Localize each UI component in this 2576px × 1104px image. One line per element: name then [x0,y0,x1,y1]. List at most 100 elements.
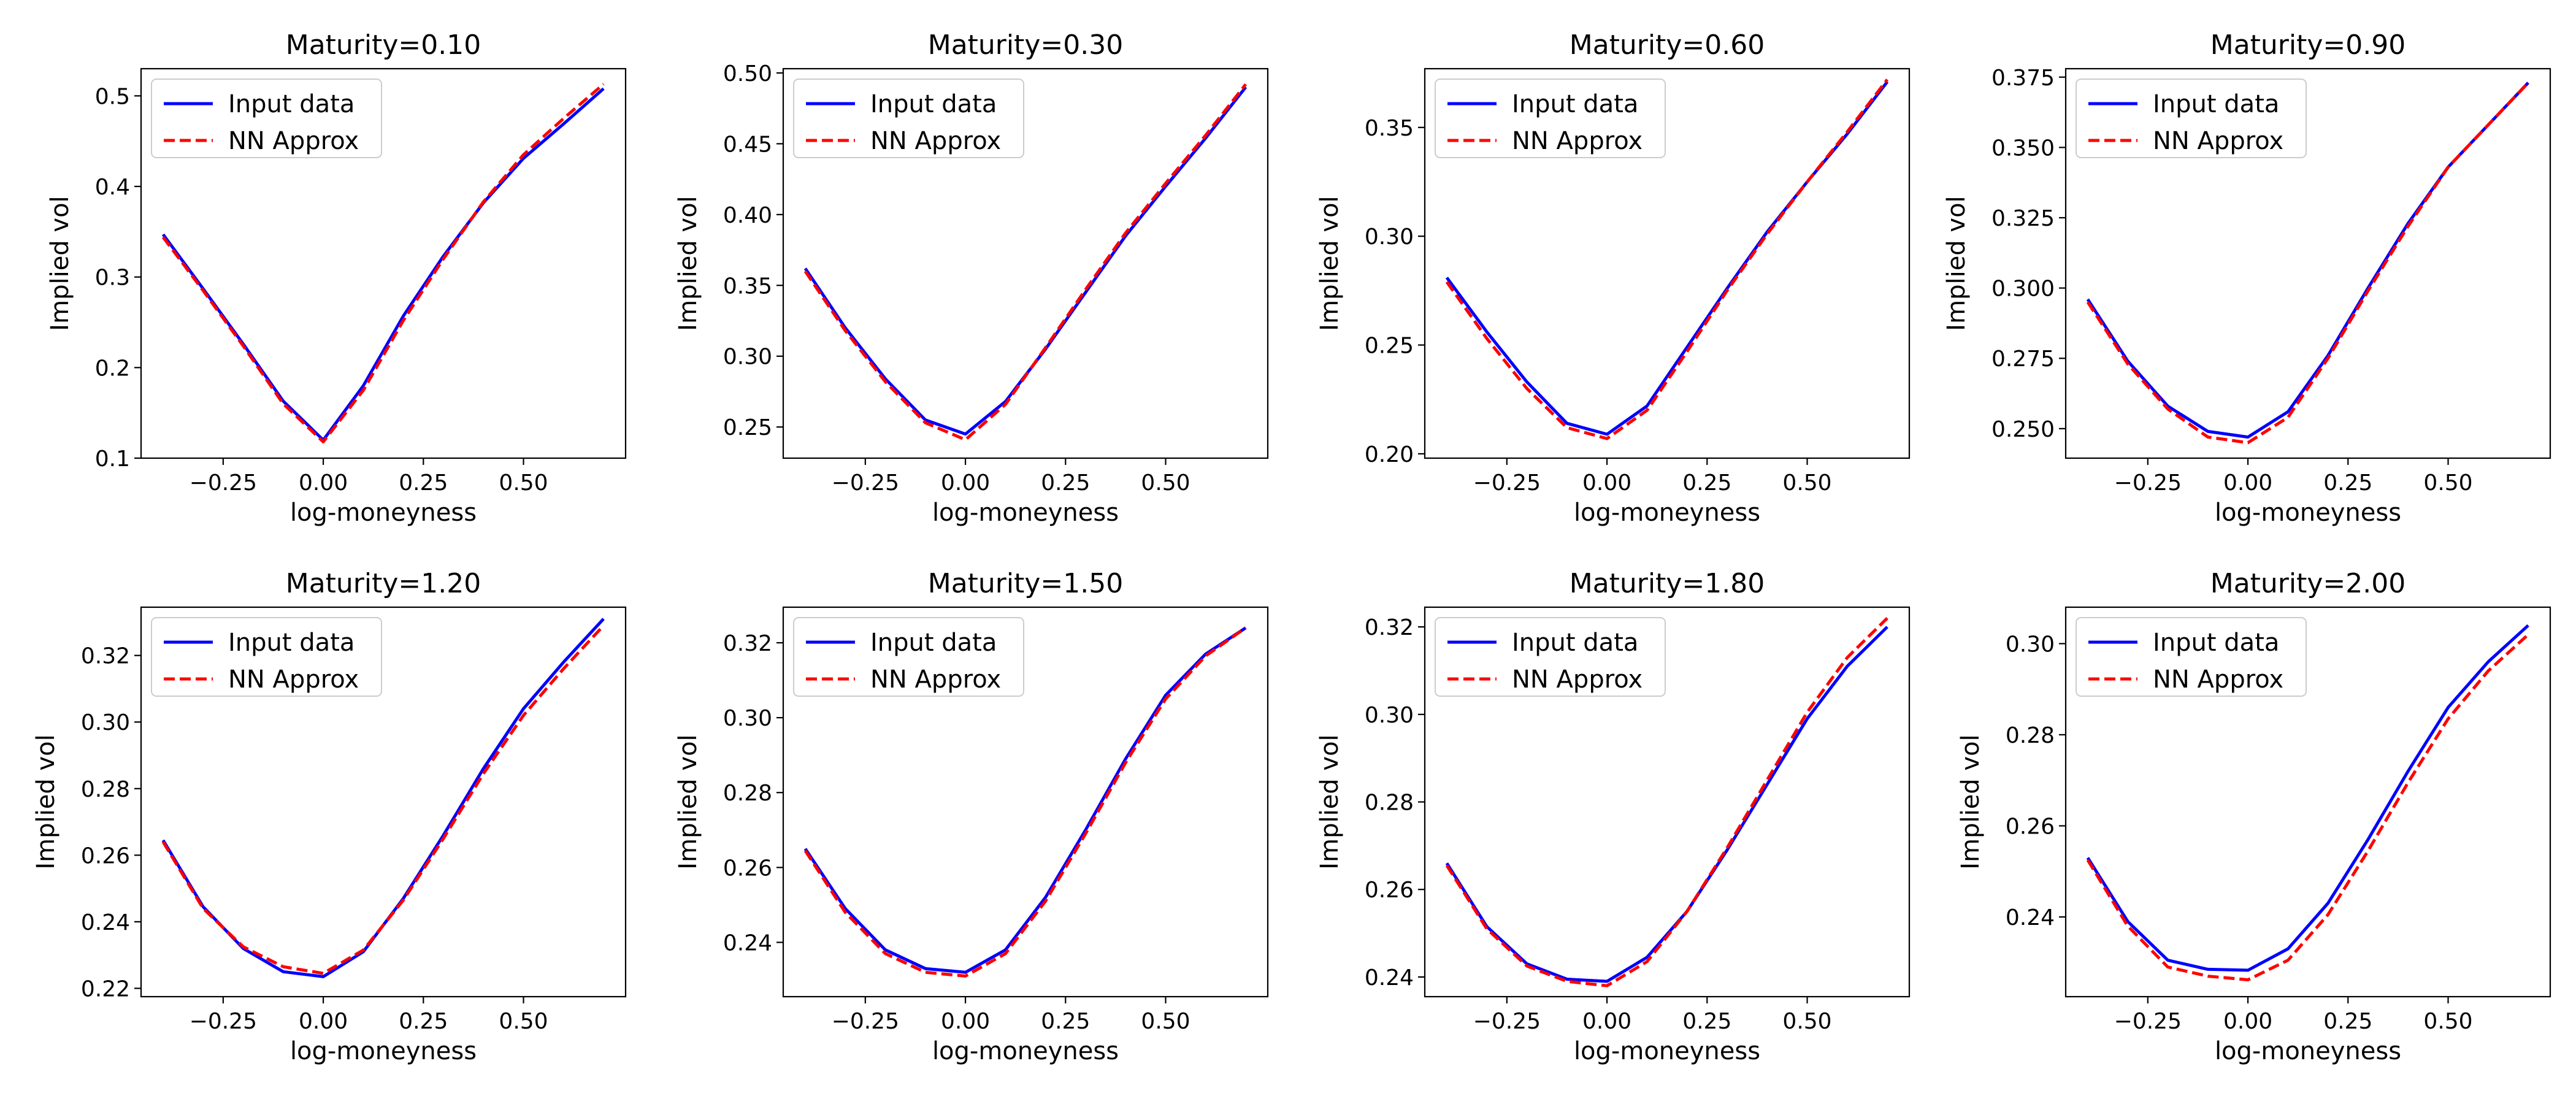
axes-frame [140,67,627,459]
legend-box [151,617,382,697]
legend: Input data NN Approx [1435,617,1666,697]
y-axis-label: Implied vol [1316,196,1344,331]
x-tick-label: 0.50 [499,470,548,496]
subplot-title: Maturity=1.80 [1570,568,1765,599]
x-axis-label: log-moneyness [2215,499,2401,527]
y-tick-label: 0.32 [1365,615,1414,640]
y-tick-label: 0.28 [81,777,130,802]
x-tick-label: 0.50 [2423,1009,2472,1034]
axes-frame [2064,67,2551,459]
subplot-7: Maturity=1.80 −0.25 0.00 0.25 0.50 0.24 0.26 0.… [1316,568,1911,1065]
legend-label: Input data [1512,629,1638,657]
subplot-title: Maturity=0.10 [286,29,481,61]
y-tick-label: 0.28 [2006,723,2055,748]
y-tick-label: 0.30 [723,706,772,731]
y-axis-label: Implied vol [674,196,702,331]
plot-area [2086,624,2529,981]
legend: Input data NN Approx [1435,79,1666,158]
x-tick-label: 0.50 [1141,470,1190,496]
subplot-title: Maturity=1.20 [286,568,481,599]
x-tick-label: 0.25 [1682,1009,1731,1034]
legend-label: NN Approx [870,127,1001,155]
x-tick-label: 0.25 [399,1009,448,1034]
series-line-nn-approx [2086,633,2529,981]
y-tick-label: 0.24 [1365,965,1414,991]
x-tick-label: 0.00 [299,470,348,496]
legend-label: Input data [1512,90,1638,118]
plot-area [161,618,605,978]
plot-area [161,83,605,443]
x-axis-label: log-moneyness [1574,1037,1760,1065]
y-tick-label: 0.25 [723,415,772,440]
axes-frame [782,606,1269,998]
legend-box [2076,617,2307,697]
x-tick-label: 0.00 [1582,470,1631,496]
y-tick-label: 0.4 [95,175,130,200]
legend-label: NN Approx [228,127,359,155]
subplot-8: Maturity=2.00 −0.25 0.00 0.25 0.50 0.24 0.26 0.… [1957,568,2551,1065]
legend-box [2076,79,2307,158]
y-tick-label: 0.24 [2006,905,2055,930]
x-tick-label: −0.25 [2114,1009,2182,1034]
x-tick-label: −0.25 [1473,1009,1541,1034]
x-tick-label: −0.25 [190,470,257,496]
x-axis-label: log-moneyness [290,499,477,527]
x-tick-label: 0.00 [2223,470,2272,496]
legend-label: Input data [228,90,355,118]
legend: Input data NN Approx [151,617,382,697]
plot-area [803,83,1248,442]
axes-frame [140,606,627,998]
y-tick-label: 0.35 [723,274,772,299]
x-axis-label: log-moneyness [290,1037,477,1065]
y-tick-label: 0.24 [81,910,130,935]
subplot-6: Maturity=1.50 −0.25 0.00 0.25 0.50 0.24 0.26 0.… [674,568,1269,1065]
y-tick-label: 0.250 [1991,417,2055,442]
series-line-nn-approx [1445,617,1888,987]
x-axis-label: log-moneyness [1574,499,1760,527]
legend-box [793,79,1024,158]
subplot-title: Maturity=0.30 [928,29,1124,61]
subplot-5: Maturity=1.20 −0.25 0.00 0.25 0.50 0.22 0.24 0.… [32,568,627,1065]
x-axis-label: log-moneyness [2215,1037,2401,1065]
x-tick-label: 0.25 [2323,1009,2372,1034]
y-tick-label: 0.30 [81,710,130,735]
series-line-nn-approx [2086,82,2529,445]
x-tick-label: −0.25 [1473,470,1541,496]
legend-label: NN Approx [1512,665,1643,694]
x-tick-label: 0.50 [1782,470,1831,496]
y-tick-label: 0.32 [81,644,130,669]
series-line-nn-approx [803,83,1248,442]
axes-frame [1424,67,1911,459]
y-tick-label: 0.350 [1991,136,2055,161]
x-tick-label: 0.00 [941,1009,990,1034]
y-tick-label: 0.26 [1365,878,1414,903]
y-axis-label: Implied vol [1316,734,1344,869]
x-tick-label: 0.25 [1041,470,1090,496]
legend: Input data NN Approx [793,617,1024,697]
x-tick-label: 0.50 [499,1009,548,1034]
y-axis-label: Implied vol [1942,196,1971,331]
y-tick-label: 0.275 [1991,347,2055,372]
legend-box [1435,79,1666,158]
legend: Input data NN Approx [2076,617,2307,697]
x-tick-label: −0.25 [832,470,899,496]
x-tick-label: 0.00 [941,470,990,496]
plot-area [803,626,1247,978]
y-tick-label: 0.375 [1991,66,2055,91]
y-tick-label: 0.26 [81,843,130,868]
legend-label: NN Approx [2153,127,2283,155]
legend-label: Input data [870,629,997,657]
subplot-title: Maturity=0.60 [1570,29,1765,61]
series-line-nn-approx [161,624,605,975]
legend-label: NN Approx [228,665,359,694]
subplot-title: Maturity=0.90 [2210,29,2406,61]
x-tick-label: 0.00 [1582,1009,1631,1034]
y-axis-label: Implied vol [32,734,60,869]
legend-label: NN Approx [1512,127,1643,155]
x-tick-label: 0.25 [1041,1009,1090,1034]
y-tick-label: 0.30 [1365,703,1414,728]
y-tick-label: 0.30 [2006,632,2055,657]
y-axis-label: Implied vol [46,196,74,331]
y-tick-label: 0.45 [723,132,772,157]
y-tick-label: 0.30 [1365,224,1414,250]
